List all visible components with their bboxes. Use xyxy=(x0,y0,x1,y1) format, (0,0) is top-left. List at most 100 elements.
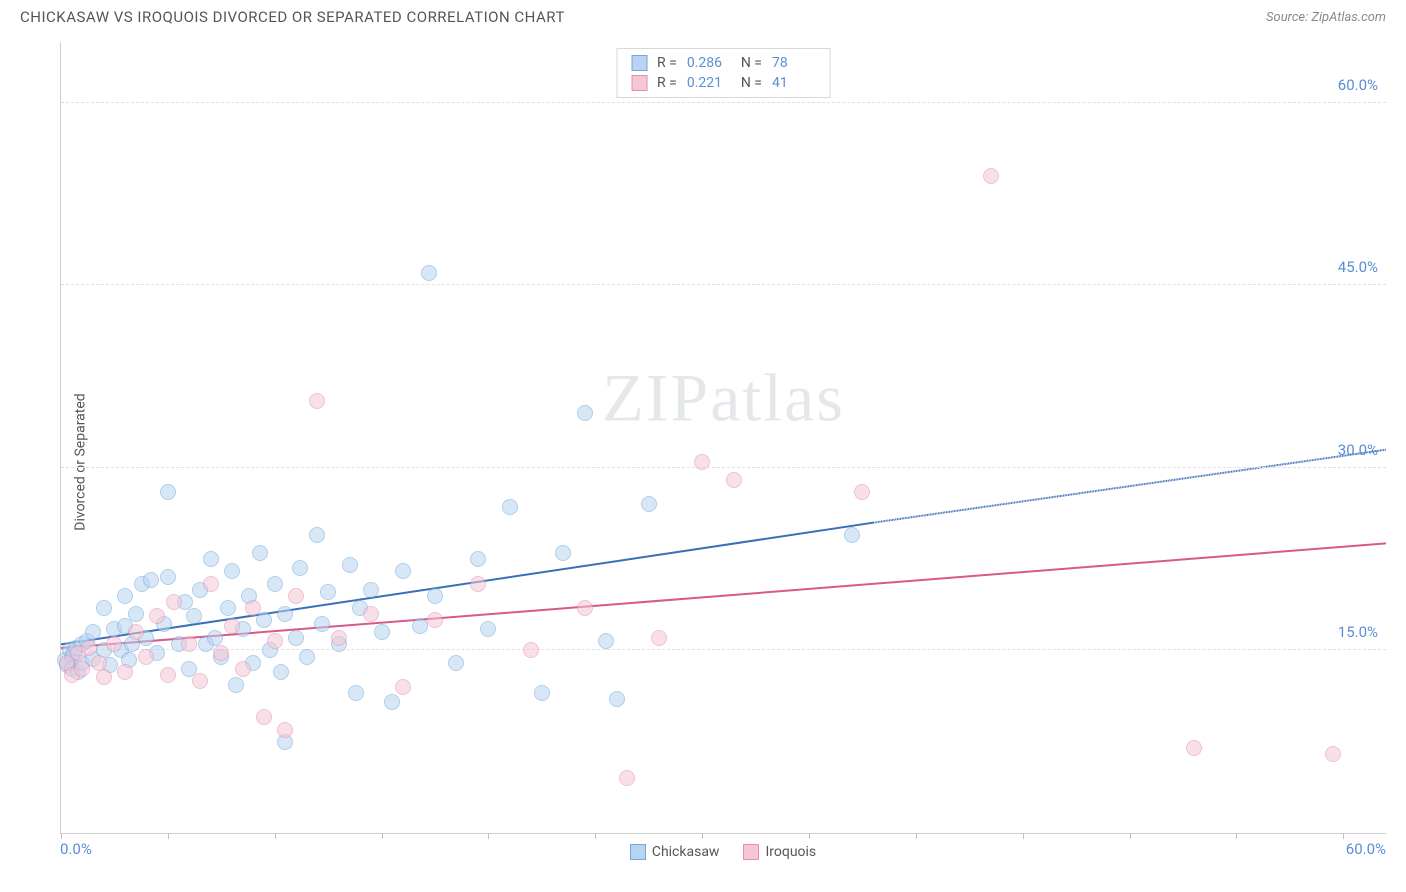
stats-legend: R =0.286N =78R =0.221N =41 xyxy=(616,48,831,98)
data-point xyxy=(203,551,219,567)
data-point xyxy=(598,633,614,649)
data-point xyxy=(412,618,428,634)
data-point xyxy=(224,618,240,634)
data-point xyxy=(619,770,635,786)
data-point xyxy=(374,624,390,640)
chart-container: Divorced or Separated ZIPatlas R =0.286N… xyxy=(20,42,1386,882)
stats-swatch xyxy=(631,55,647,71)
data-point xyxy=(267,576,283,592)
data-point xyxy=(470,551,486,567)
data-point xyxy=(331,630,347,646)
data-point xyxy=(577,405,593,421)
data-point xyxy=(252,545,268,561)
watermark: ZIPatlas xyxy=(602,358,845,437)
plot-area: ZIPatlas R =0.286N =78R =0.221N =41 15.0… xyxy=(60,42,1386,834)
x-tick xyxy=(1130,833,1131,839)
data-point xyxy=(288,588,304,604)
data-point xyxy=(288,630,304,646)
chart-source: Source: ZipAtlas.com xyxy=(1266,10,1386,25)
chart-header: CHICKASAW VS IROQUOIS DIVORCED OR SEPARA… xyxy=(0,0,1406,30)
data-point xyxy=(641,496,657,512)
x-tick xyxy=(275,833,276,839)
legend-item: Chickasaw xyxy=(630,844,720,860)
data-point xyxy=(128,624,144,640)
n-label: N = xyxy=(741,55,762,71)
data-point xyxy=(292,560,308,576)
data-point xyxy=(320,584,336,600)
legend-label: Iroquois xyxy=(765,844,816,860)
r-label: R = xyxy=(657,75,677,91)
x-tick xyxy=(1236,833,1237,839)
data-point xyxy=(577,600,593,616)
stats-row: R =0.286N =78 xyxy=(631,53,816,73)
gridline xyxy=(61,284,1386,285)
legend-item: Iroquois xyxy=(743,844,816,860)
data-point xyxy=(273,664,289,680)
legend-swatch xyxy=(630,844,646,860)
data-point xyxy=(314,616,330,632)
data-point xyxy=(117,664,133,680)
data-point xyxy=(267,633,283,649)
x-tick xyxy=(61,833,62,839)
x-tick xyxy=(809,833,810,839)
data-point xyxy=(117,588,133,604)
data-point xyxy=(96,600,112,616)
data-point xyxy=(844,527,860,543)
data-point xyxy=(299,649,315,665)
data-point xyxy=(384,694,400,710)
gridline xyxy=(61,467,1386,468)
data-point xyxy=(342,557,358,573)
n-label: N = xyxy=(741,75,762,91)
data-point xyxy=(651,630,667,646)
data-point xyxy=(694,454,710,470)
y-tick-label: 30.0% xyxy=(1338,441,1378,459)
data-point xyxy=(166,594,182,610)
data-point xyxy=(186,608,202,624)
data-point xyxy=(277,722,293,738)
y-tick-label: 15.0% xyxy=(1338,623,1378,641)
x-tick xyxy=(1023,833,1024,839)
gridline xyxy=(61,649,1386,650)
data-point xyxy=(363,582,379,598)
x-tick xyxy=(168,833,169,839)
data-point xyxy=(128,606,144,622)
x-tick xyxy=(916,833,917,839)
data-point xyxy=(470,576,486,592)
series-legend: Chickasaw Iroquois xyxy=(60,844,1386,860)
data-point xyxy=(1325,746,1341,762)
data-point xyxy=(309,527,325,543)
y-tick-label: 60.0% xyxy=(1338,76,1378,94)
data-point xyxy=(143,572,159,588)
data-point xyxy=(277,606,293,622)
data-point xyxy=(1186,740,1202,756)
data-point xyxy=(363,606,379,622)
data-point xyxy=(228,677,244,693)
data-point xyxy=(85,624,101,640)
data-point xyxy=(395,679,411,695)
data-point xyxy=(427,612,443,628)
data-point xyxy=(207,630,223,646)
data-point xyxy=(309,393,325,409)
data-point xyxy=(448,655,464,671)
data-point xyxy=(427,588,443,604)
data-point xyxy=(149,608,165,624)
data-point xyxy=(480,621,496,637)
data-point xyxy=(106,636,122,652)
data-point xyxy=(256,612,272,628)
x-tick xyxy=(702,833,703,839)
data-point xyxy=(609,691,625,707)
data-point xyxy=(203,576,219,592)
data-point xyxy=(138,649,154,665)
data-point xyxy=(523,642,539,658)
data-point xyxy=(983,168,999,184)
stats-swatch xyxy=(631,75,647,91)
y-tick-label: 45.0% xyxy=(1338,258,1378,276)
data-point xyxy=(91,655,107,671)
data-point xyxy=(192,673,208,689)
r-label: R = xyxy=(657,55,677,71)
data-point xyxy=(555,545,571,561)
data-point xyxy=(502,499,518,515)
data-point xyxy=(348,685,364,701)
data-point xyxy=(160,569,176,585)
data-point xyxy=(220,600,236,616)
